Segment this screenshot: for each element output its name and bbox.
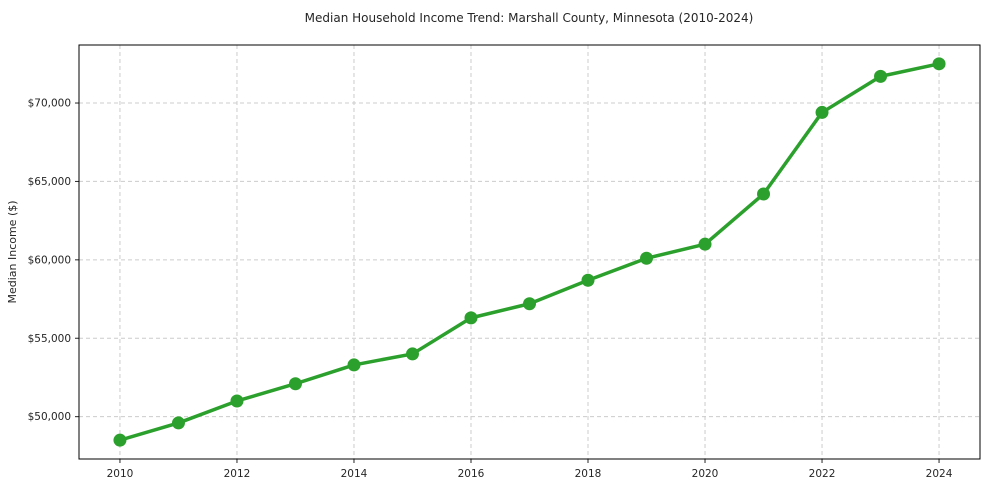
- y-tick-label-70000: $70,000: [28, 98, 71, 110]
- x-tick-label-2016: 2016: [458, 468, 485, 480]
- data-point-2023: [874, 69, 888, 83]
- data-point-2020: [698, 237, 712, 251]
- x-tick-label-2018: 2018: [575, 468, 602, 480]
- data-point-2015: [405, 347, 419, 361]
- data-point-2010: [113, 433, 127, 447]
- data-point-2017: [523, 297, 536, 311]
- x-tick-label-2020: 2020: [692, 468, 719, 480]
- data-point-2012: [230, 394, 244, 408]
- y-tick-labels: $50,000 $55,000 $60,000 $65,000 $70,000: [28, 98, 71, 424]
- data-point-2014: [347, 358, 361, 372]
- plot-border: [78, 44, 981, 460]
- data-point-2021: [757, 187, 771, 201]
- y-tick-label-65000: $65,000: [28, 176, 71, 188]
- x-tick-label-2024: 2024: [926, 468, 953, 480]
- chart-title: Median Household Income Trend: Marshall …: [305, 11, 754, 25]
- x-tick-label-2014: 2014: [341, 468, 368, 480]
- data-point-2019: [640, 251, 654, 265]
- x-tick-label-2012: 2012: [224, 468, 251, 480]
- data-point-2013: [288, 377, 302, 391]
- data-point-2016: [464, 311, 478, 325]
- gridlines: [79, 45, 980, 459]
- data-series: [113, 57, 946, 447]
- y-tick-label-50000: $50,000: [28, 411, 71, 423]
- trend-line: [118, 62, 941, 442]
- y-axis-label: Median Income ($): [6, 200, 19, 303]
- y-tick-label-55000: $55,000: [28, 333, 71, 345]
- data-point-2022: [815, 105, 829, 119]
- data-point-2011: [171, 416, 185, 430]
- x-tick-label-2010: 2010: [107, 468, 134, 480]
- x-tick-label-2022: 2022: [809, 468, 836, 480]
- data-point-2024: [932, 57, 946, 71]
- data-point-2018: [581, 273, 595, 287]
- axis-ticks: [75, 102, 940, 463]
- x-tick-labels: 2010 2012 2014 2016 2018 2020 2022 2024: [107, 468, 953, 480]
- y-tick-label-60000: $60,000: [28, 254, 71, 266]
